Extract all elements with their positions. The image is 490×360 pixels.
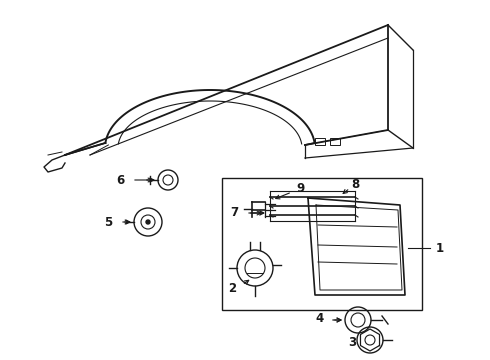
Text: 5: 5 xyxy=(104,216,112,229)
Text: 6: 6 xyxy=(116,174,124,186)
Text: 3: 3 xyxy=(348,336,356,348)
Text: 9: 9 xyxy=(296,181,304,194)
Bar xyxy=(315,138,325,145)
Bar xyxy=(222,178,422,310)
Circle shape xyxy=(146,220,150,224)
Text: 2: 2 xyxy=(228,282,236,294)
Text: 1: 1 xyxy=(436,242,444,255)
Text: 8: 8 xyxy=(351,177,359,190)
Bar xyxy=(330,138,340,145)
Text: 7: 7 xyxy=(230,207,238,220)
Text: 4: 4 xyxy=(316,311,324,324)
